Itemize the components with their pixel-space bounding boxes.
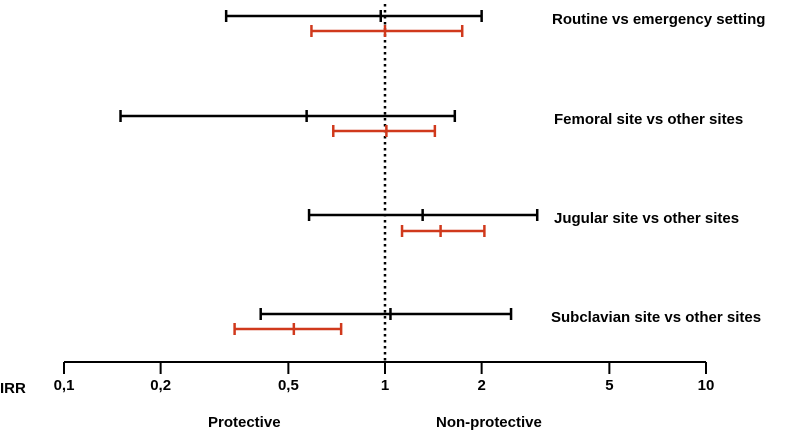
row-label: Jugular site vs other sites <box>554 210 739 227</box>
left-caption: Protective <box>208 414 281 430</box>
estimate-black <box>307 209 539 221</box>
x-tick-label: 0,2 <box>150 377 171 394</box>
x-tick-label: 0,1 <box>54 377 75 394</box>
row-label: Subclavian site vs other sites <box>551 309 761 326</box>
estimate-red <box>233 323 343 335</box>
x-tick-label: 2 <box>477 377 485 394</box>
row-label: Routine vs emergency setting <box>552 11 765 28</box>
estimate-black <box>259 308 513 320</box>
axis-prefix-label: IRR <box>0 380 26 397</box>
estimate-red <box>310 25 464 37</box>
estimate-black <box>119 110 457 122</box>
estimate-red <box>400 225 486 237</box>
row-labels: Routine vs emergency setting Femoral site… <box>551 11 765 326</box>
estimate-rows <box>119 10 539 335</box>
x-tick-label: 10 <box>698 377 715 394</box>
x-tick-label: 0,5 <box>278 377 299 394</box>
axis-captions: IRR Protective Non-protective <box>0 380 542 430</box>
estimate-black <box>224 10 483 22</box>
x-tick-label: 5 <box>605 377 613 394</box>
row-label: Femoral site vs other sites <box>554 111 743 128</box>
x-axis: 0,1 0,2 0,5 1 2 5 10 <box>54 361 715 394</box>
right-caption: Non-protective <box>436 414 542 430</box>
x-tick-label: 1 <box>381 377 389 394</box>
estimate-red <box>332 125 437 137</box>
